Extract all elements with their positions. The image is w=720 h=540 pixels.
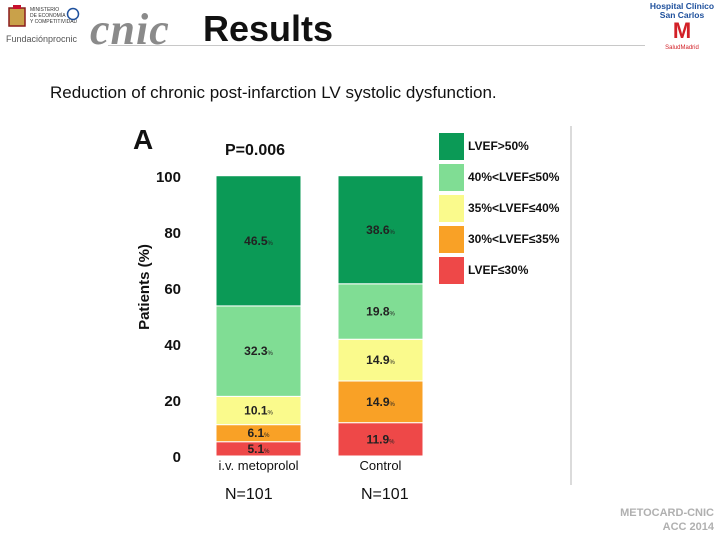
legend-label: LVEF≤30% [468,263,529,277]
bar-value-label: 38.6% [366,223,395,237]
legend-label: 40%<LVEF≤50% [468,170,560,184]
bar-value-label: 10.1% [244,404,273,418]
bar-segment [337,338,424,382]
bar-value-label: 46.5% [244,234,273,248]
x-category-label: i.v. metoprolol [219,458,299,473]
ministry-emblem-icon [66,7,80,21]
n-label-metoprolol: N=101 [225,486,273,503]
bar-segment [337,422,424,457]
ministry-line-1: MINISTERIO [30,7,60,13]
bar-value-label: 19.8% [366,305,395,319]
bar-value-label: 11.9% [366,432,395,446]
bar-segment [337,175,424,285]
legend-swatch [439,226,464,253]
p-value: P=0.006 [225,142,285,159]
x-category-label: Control [360,458,402,473]
bar-segment [337,380,424,424]
slide-title: Results [203,8,334,49]
y-tick-label: 60 [164,281,181,298]
ministry-logo: MINISTERIO DE ECONOMÍA Y COMPETITIVIDAD … [4,4,84,46]
bar-segment [337,283,424,340]
footer-trial-label: METOCARD-CNIC ACC 2014 [620,506,714,534]
y-tick-label: 80 [164,225,181,242]
salud-madrid-mark-icon: M [672,18,692,43]
coat-of-arms-icon [8,5,26,27]
footer-conference: ACC 2014 [662,521,714,533]
bar-value-label: 14.9% [366,353,395,367]
hospital-name-line-1: Hospital Clínico [649,1,715,11]
legend-swatch [439,164,464,191]
y-tick-label: 0 [173,449,181,466]
y-axis-label: Patients (%) [136,244,153,330]
panel-letter: A [133,124,153,155]
legend-swatch [439,195,464,222]
ministry-line-3: Y COMPETITIVIDAD [30,19,78,25]
hospital-logo: Hospital Clínico San Carlos M SaludMadri… [648,2,716,53]
legend-label: 35%<LVEF≤40% [468,201,560,215]
legend-label: 30%<LVEF≤35% [468,232,560,246]
bar-value-label: 32.3% [244,344,273,358]
bar-value-label: 14.9% [366,395,395,409]
legend-swatch [439,257,464,284]
cnic-logo: cnic [90,5,170,54]
fundacion-procnic-logo: Fundaciónprocnic [6,34,78,44]
salud-madrid-label: SaludMadrid [665,45,699,51]
y-tick-label: 20 [164,393,181,410]
header-divider [108,45,645,46]
bar-segment [215,175,302,307]
y-tick-label: 100 [156,169,181,186]
slide-subtitle: Reduction of chronic post-infarction LV … [50,83,497,102]
n-label-control: N=101 [361,486,409,503]
hospital-name-line-2: San Carlos [659,10,705,20]
legend-swatch [439,133,464,160]
legend-label: LVEF>50% [468,139,529,153]
y-tick-label: 40 [164,337,181,354]
chart-panel: A P=0.006 Patients (%) 0 20 40 60 80 100 5.1%… [127,123,575,488]
footer-trial-name: METOCARD-CNIC [620,507,714,519]
ministry-line-2: DE ECONOMÍA [30,13,66,19]
